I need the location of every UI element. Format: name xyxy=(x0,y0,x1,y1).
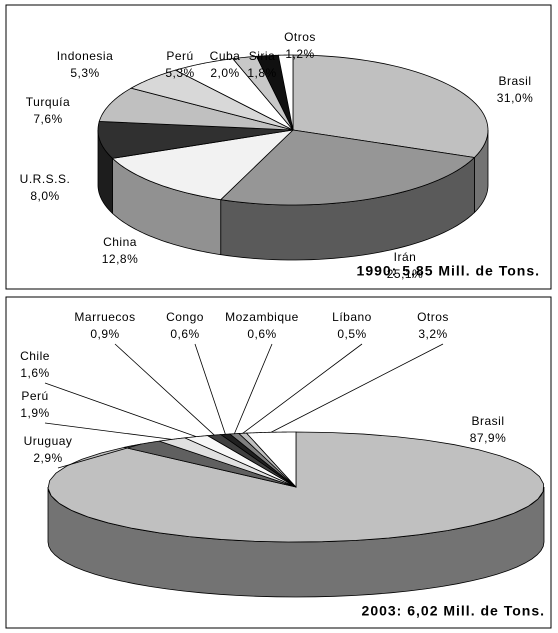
pie-slice xyxy=(277,54,294,131)
pie-slice xyxy=(98,87,294,131)
slice-label: Otros xyxy=(417,310,449,324)
slice-value-label: 5,3% xyxy=(70,66,99,80)
slice-value-label: 0,6% xyxy=(170,327,199,341)
pie-slice xyxy=(159,437,297,488)
pie-slice xyxy=(111,129,295,201)
slice-value-label: 5,3% xyxy=(165,66,194,80)
slice-value-label: 3,2% xyxy=(418,327,447,341)
slice-value-label: 87,9% xyxy=(470,431,507,445)
leader-line xyxy=(234,343,273,434)
chart-title: 1990: 5,85 Mill. de Tons. xyxy=(357,263,540,279)
slice-value-label: 7,6% xyxy=(33,112,62,126)
slice-label: China xyxy=(103,235,137,249)
slice-label: Chile xyxy=(20,349,50,363)
leader-line xyxy=(242,343,363,434)
slice-value-label: 25,1% xyxy=(387,267,424,281)
pie-slice xyxy=(292,54,489,158)
leader-line xyxy=(44,382,197,438)
slice-value-label: 31,0% xyxy=(497,91,534,105)
pie-slice xyxy=(174,58,294,131)
slice-label: Perú xyxy=(166,49,193,63)
slice-label: Turquía xyxy=(26,95,70,109)
slice-label: Siria xyxy=(249,49,276,63)
slice-value-label: 0,9% xyxy=(90,327,119,341)
slice-label: U.R.S.S. xyxy=(20,172,71,186)
pie-slice xyxy=(97,121,294,159)
slice-label: Marruecos xyxy=(74,310,135,324)
slice-value-label: 0,6% xyxy=(247,327,276,341)
slice-label: Brasil xyxy=(498,74,531,88)
leader-line xyxy=(194,343,226,435)
slice-value-label: 1,2% xyxy=(285,47,314,61)
slice-value-label: 2,9% xyxy=(33,451,62,465)
leader-line xyxy=(270,343,444,433)
slice-label: Perú xyxy=(21,389,48,403)
slice-value-label: 12,8% xyxy=(102,252,139,266)
slice-label: Brasil xyxy=(471,414,504,428)
slice-label: Congo xyxy=(166,310,204,324)
pie-slice xyxy=(219,433,297,488)
pie-slice xyxy=(219,129,476,206)
slice-label: Irán xyxy=(394,250,417,264)
slice-label: Uruguay xyxy=(24,434,73,448)
slice-value-label: 8,0% xyxy=(30,189,59,203)
leader-line xyxy=(57,443,142,469)
slice-value-label: 1,8% xyxy=(247,66,276,80)
leader-line xyxy=(114,343,215,436)
slice-value-label: 2,0% xyxy=(210,66,239,80)
slice-label: Otros xyxy=(284,30,316,44)
slice-value-label: 0,5% xyxy=(337,327,366,341)
pie-slice xyxy=(130,69,294,131)
slice-label: Indonesia xyxy=(57,49,114,63)
slice-label: Líbano xyxy=(332,310,372,324)
slice-label: Cuba xyxy=(210,49,241,63)
chart-title: 2003: 6,02 Mill. de Tons. xyxy=(362,603,545,619)
pie-slice xyxy=(255,54,294,131)
slice-value-label: 1,9% xyxy=(20,406,49,420)
slice-value-label: 1,6% xyxy=(20,366,49,380)
leader-line xyxy=(44,422,172,440)
slice-label: Mozambique xyxy=(225,310,299,324)
pie-slice xyxy=(232,55,294,131)
